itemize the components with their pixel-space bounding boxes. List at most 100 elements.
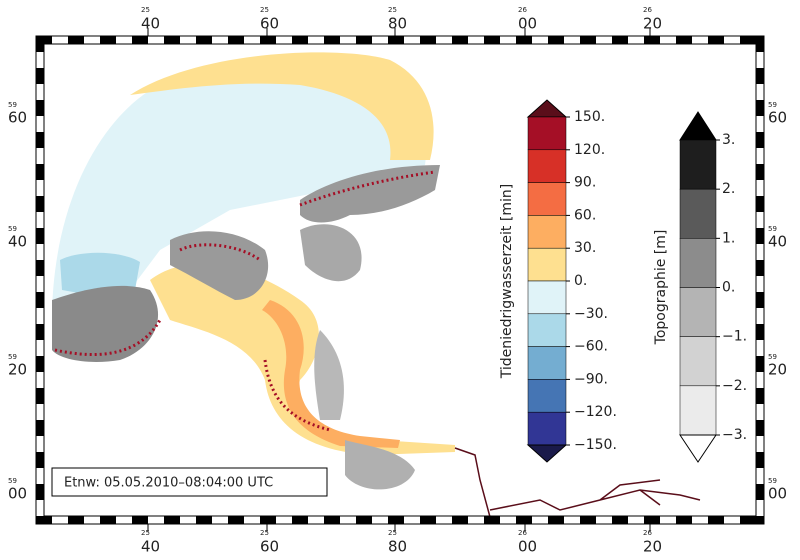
lon-minute: 60 [260,538,279,556]
color-swatch [679,238,717,288]
frame-cell [756,164,764,180]
colorbar-label: −150. [574,437,617,453]
frame-cell [708,516,724,524]
frame-cell [36,164,44,180]
frame-cell [548,36,564,44]
lon-minute: 80 [388,538,407,556]
extend-top [526,99,568,118]
lon-degree: 25 [260,6,269,14]
frame-cell [580,516,596,524]
colorbar-label: 150. [574,109,605,125]
color-swatch [679,385,717,436]
frame-cell [756,260,764,276]
frame-cell [100,36,116,44]
channel [262,300,400,448]
sea-deep [60,252,140,295]
lon-degree: 25 [141,6,150,14]
extend-top [679,111,717,141]
river [454,447,701,518]
color-swatch [527,116,567,151]
lon-degree: 26 [518,529,527,537]
frame-cell [612,36,628,44]
color-swatch [527,247,567,282]
frame-cell [740,516,756,524]
frame-cell [580,36,596,44]
frame-cell [132,36,148,44]
frame-cell [644,36,660,44]
map-area [51,52,701,518]
map-frame [35,35,765,525]
colorbar-label: 90. [574,175,596,191]
island-east [300,224,362,282]
color-swatch [679,188,717,239]
frame-cell [756,100,764,116]
lat-degree: 59 [768,101,777,109]
lon-minute: 20 [643,538,662,556]
frame-cell [260,36,276,44]
lon-degree: 26 [518,6,527,14]
colorbar-label: 3. [722,132,735,148]
lat-minute: 20 [8,361,27,379]
frame-cell [756,452,764,468]
peninsula [170,231,269,300]
frame-cell [292,36,308,44]
frame-cell [132,516,148,524]
colorbars: 150. 120. 90. 60. 30. 0. −30. −60. −90. −120. −150… [499,99,747,463]
sea-high [130,52,434,160]
frame-cell [164,516,180,524]
frame-cell [36,516,44,524]
frame-cell [356,516,372,524]
frame-cell [756,420,764,436]
frame-cell [756,36,764,52]
color-swatch [527,411,567,446]
frame-cell [756,516,764,524]
color-swatch [679,139,717,190]
colorbar-title: Tideniedrigwasserzeit [min] [499,184,515,379]
colorbar-label: −1. [722,329,747,345]
frame-cell [68,36,84,44]
lon-minute: 00 [518,15,537,33]
frame-cell [36,292,44,308]
frame-cell [36,484,44,500]
frame-cell [324,516,340,524]
frame-cell [292,516,308,524]
color-swatch [527,182,567,216]
color-swatch [679,336,717,387]
frame-cell [36,452,44,468]
lat-degree: 59 [8,477,17,485]
frame-cell [756,484,764,500]
colorbar-label: −60. [574,339,608,355]
extend-bottom [526,444,568,463]
colorbar-label: −90. [574,371,608,387]
timestamp-box [51,467,328,497]
frame-cell [36,36,44,52]
colorbar-label: 120. [574,142,605,158]
colorbar-label: 30. [574,240,596,256]
lat-minute: 40 [768,233,787,251]
colorbar-label: 60. [574,207,596,223]
frame-cell [756,324,764,340]
frame-cell [36,420,44,436]
frame-cell [164,36,180,44]
frame-cell [756,228,764,244]
frame-cell [36,196,44,212]
lat-minute: 60 [8,109,27,127]
lat-degree: 59 [8,353,17,361]
colorbar-label: −30. [574,306,608,322]
frame-cell [708,36,724,44]
frame-cell [420,516,436,524]
frame-cell [196,36,212,44]
colorbar-title: Topographie [m] [653,230,669,346]
tidal-margin [54,170,436,432]
delta [345,440,415,490]
frame-cell [36,132,44,148]
lon-degree: 25 [388,529,397,537]
frame-cell [388,516,404,524]
frame-cell [484,36,500,44]
frame-cell [756,388,764,404]
frame-cell [612,516,628,524]
coast-west [52,285,159,362]
frame-cell [228,516,244,524]
lon-degree: 25 [388,6,397,14]
